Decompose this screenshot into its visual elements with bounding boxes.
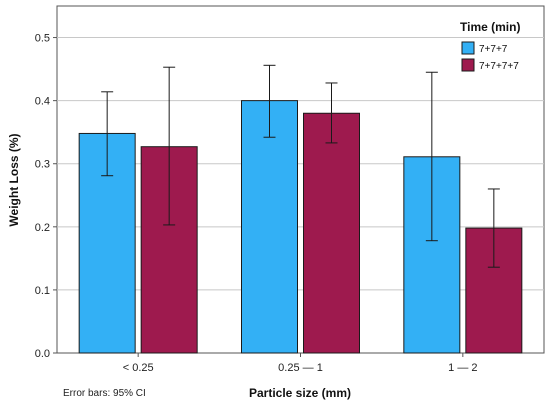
legend-label-1: 7+7+7 xyxy=(479,44,508,55)
bar-1-0 xyxy=(78,132,136,354)
bar-2-1 xyxy=(303,112,360,354)
y-tick-label-1: 0.1 xyxy=(35,285,50,297)
x-tick-label-0: < 0.25 xyxy=(123,362,154,374)
x-tick-label-1: 0.25 — 1 xyxy=(278,362,323,374)
legend-title: Time (min) xyxy=(460,20,520,34)
legend-swatch-1 xyxy=(461,41,475,55)
gridlines xyxy=(57,37,544,291)
legend: Time (min) 7+7+7 7+7+7+7 xyxy=(460,20,520,72)
y-tick-label-4: 0.4 xyxy=(35,96,50,108)
legend-swatch-2 xyxy=(461,58,475,72)
y-axis-ticks: 0.0 0.1 0.2 0.3 0.4 0.5 xyxy=(35,33,57,360)
x-axis-ticks: < 0.25 0.25 — 1 1 — 2 xyxy=(123,353,478,374)
y-axis-title: Weight Loss (%) xyxy=(7,133,21,226)
legend-label-2: 7+7+7+7 xyxy=(479,61,519,72)
bars xyxy=(78,100,523,354)
footnote: Error bars: 95% CI xyxy=(63,388,146,399)
error-bars xyxy=(101,64,500,268)
x-axis-title: Particle size (mm) xyxy=(249,386,351,400)
bar-1-1 xyxy=(241,100,298,354)
y-tick-label-3: 0.3 xyxy=(35,159,50,171)
y-tick-label-2: 0.2 xyxy=(35,222,50,234)
y-tick-label-0: 0.0 xyxy=(35,348,50,360)
x-tick-label-2: 1 — 2 xyxy=(448,362,477,374)
y-tick-label-5: 0.5 xyxy=(35,33,50,45)
